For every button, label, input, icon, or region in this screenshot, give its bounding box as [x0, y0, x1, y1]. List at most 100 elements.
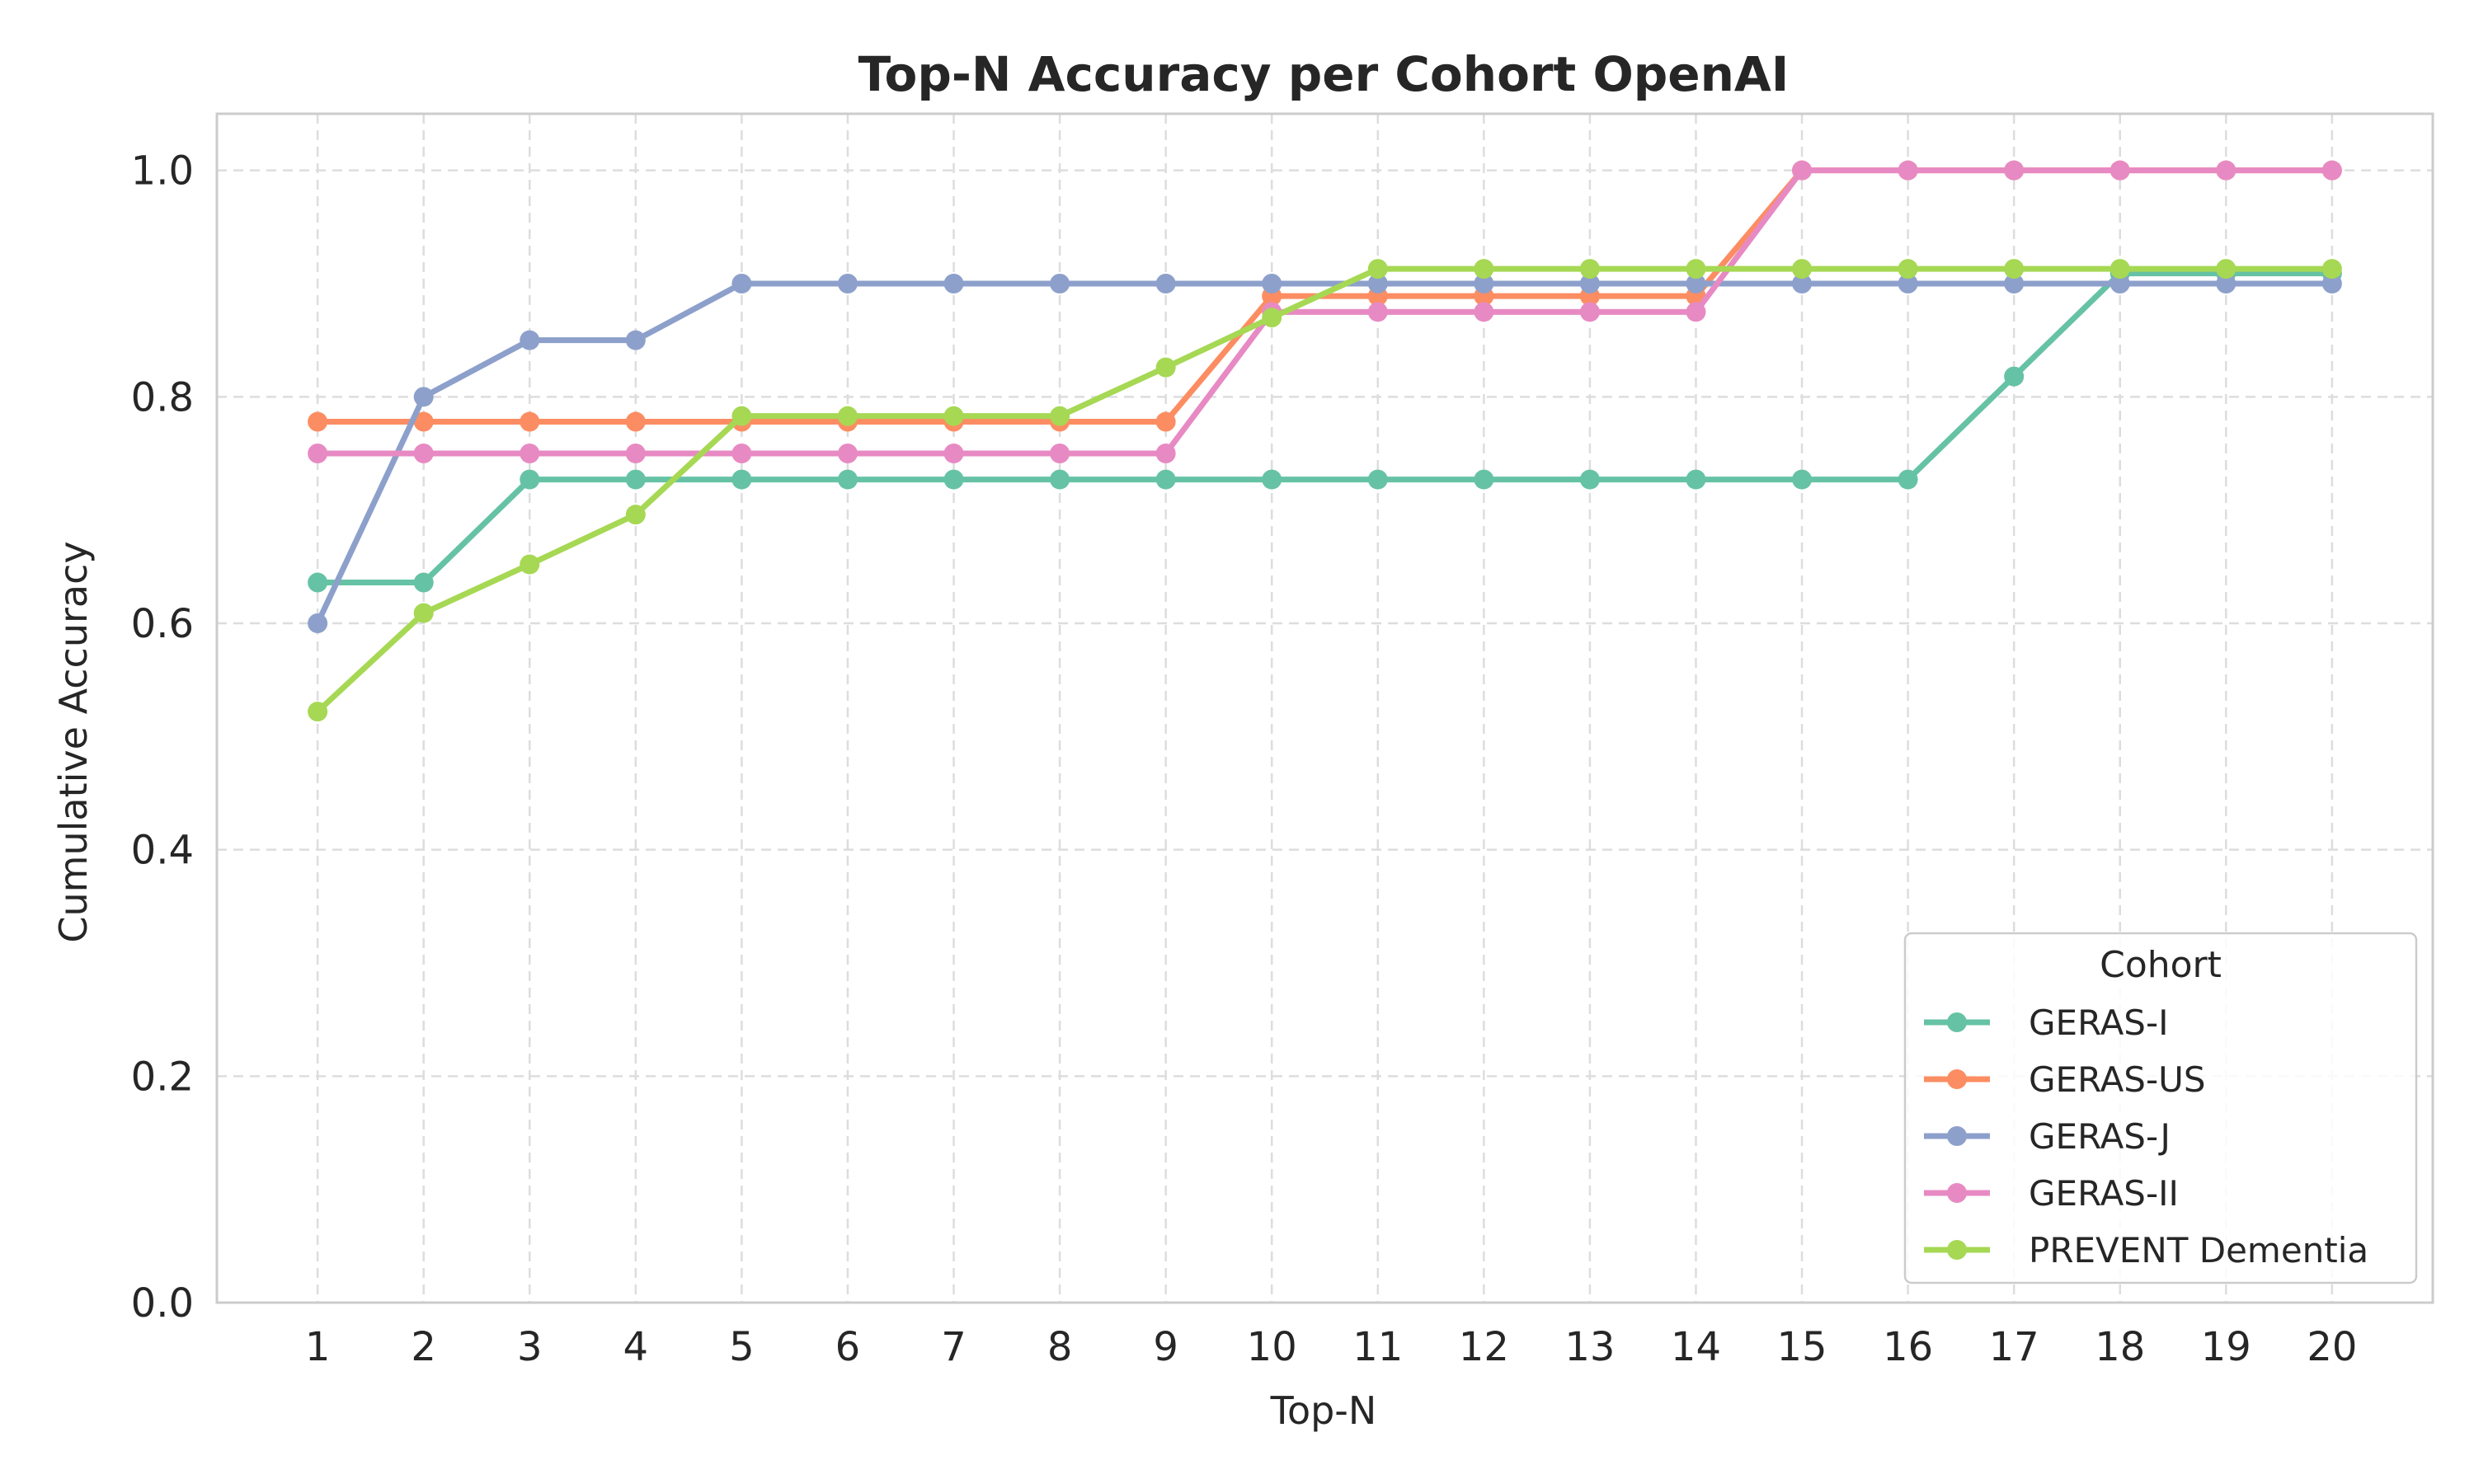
- data-point: [413, 411, 434, 432]
- legend-box: [1903, 932, 2418, 1284]
- data-point: [1474, 274, 1494, 294]
- x-tick-label: 20: [2307, 1324, 2357, 1370]
- data-point: [943, 406, 964, 426]
- data-point: [1686, 259, 1706, 279]
- data-point: [1792, 469, 1813, 490]
- x-tick-label: 4: [623, 1324, 649, 1370]
- x-axis-label: Top-N: [1270, 1388, 1377, 1433]
- legend-title: Cohort: [2100, 944, 2222, 986]
- x-tick-label: 1: [305, 1324, 331, 1370]
- data-point: [1262, 308, 1282, 328]
- data-point: [837, 469, 858, 490]
- x-tick-label: 11: [1352, 1324, 1403, 1370]
- x-tick-label: 17: [1989, 1324, 2039, 1370]
- data-point: [2321, 259, 2342, 279]
- data-point: [1792, 274, 1813, 294]
- legend-item: GERAS-II: [1924, 1173, 2179, 1214]
- data-point: [2109, 274, 2130, 294]
- x-tick-label: 8: [1047, 1324, 1073, 1370]
- data-point: [1155, 411, 1176, 432]
- series-prevent-dementia: [308, 259, 2342, 722]
- x-tick-label: 18: [2095, 1324, 2145, 1370]
- series-geras-j: [308, 274, 2342, 633]
- legend-label: PREVENT Dementia: [2029, 1230, 2368, 1270]
- data-point: [1686, 274, 1706, 294]
- legend-items: GERAS-I GERAS-US GERAS-J GERAS-II PREVENT De…: [1924, 1003, 2368, 1270]
- data-point: [2004, 366, 2025, 387]
- x-tick-label: 13: [1564, 1324, 1615, 1370]
- data-point: [520, 554, 540, 575]
- data-point: [1579, 302, 1600, 322]
- series-line: [314, 280, 2335, 627]
- x-tick-label: 6: [835, 1324, 861, 1370]
- legend-label: GERAS-J: [2029, 1116, 2171, 1157]
- x-tick-label: 15: [1777, 1324, 1827, 1370]
- data-point: [2004, 160, 2025, 181]
- y-tick-label: 0.4: [131, 828, 194, 874]
- x-tick-label: 7: [941, 1324, 967, 1370]
- data-point: [837, 274, 858, 294]
- x-tick-label: 19: [2201, 1324, 2251, 1370]
- data-point: [1367, 302, 1388, 322]
- data-point: [1792, 259, 1813, 279]
- x-tick-label: 10: [1247, 1324, 1297, 1370]
- data-point: [625, 330, 646, 350]
- legend-swatch-marker: [1947, 1183, 1967, 1203]
- data-point: [625, 444, 646, 463]
- y-axis-label: Cumulative Accuracy: [51, 541, 96, 942]
- data-point: [308, 613, 328, 633]
- x-tick-label: 9: [1153, 1324, 1178, 1370]
- data-point: [520, 411, 540, 432]
- series-line: [314, 270, 2335, 586]
- data-point: [1155, 469, 1176, 490]
- data-point: [625, 411, 646, 432]
- data-point: [1262, 469, 1282, 490]
- series-layer: [308, 160, 2342, 722]
- data-point: [943, 469, 964, 490]
- data-point: [1155, 274, 1176, 294]
- legend-swatch-marker: [1947, 1126, 1967, 1146]
- data-point: [2321, 160, 2342, 181]
- data-point: [1579, 469, 1600, 490]
- data-point: [520, 469, 540, 490]
- data-point: [1367, 469, 1388, 490]
- legend-item: GERAS-US: [1924, 1059, 2206, 1100]
- data-point: [2004, 274, 2025, 294]
- legend-item: GERAS-J: [1924, 1116, 2171, 1157]
- x-tick-label: 12: [1459, 1324, 1509, 1370]
- data-point: [943, 444, 964, 463]
- data-point: [1686, 302, 1706, 322]
- legend-item: PREVENT Dementia: [1924, 1230, 2368, 1270]
- data-point: [1898, 274, 1918, 294]
- data-point: [2216, 259, 2236, 279]
- tick-layer: 1 2 3 4 5 6 7 8 9 10 11 12 13 14 15 16 17 18 19 200.00.20.4…: [131, 148, 2358, 1370]
- legend: Cohort GERAS-I GERAS-US GERAS-J GERAS-II PRE…: [1903, 932, 2418, 1284]
- data-point: [520, 444, 540, 463]
- x-tick-label: 3: [517, 1324, 543, 1370]
- data-point: [413, 444, 434, 463]
- data-point: [1050, 274, 1070, 294]
- data-point: [1050, 406, 1070, 426]
- plot-frame: [215, 112, 2434, 1304]
- y-tick-label: 1.0: [131, 148, 194, 195]
- series-line: [314, 265, 2335, 715]
- data-point: [1050, 469, 1070, 490]
- data-point: [1792, 160, 1813, 181]
- x-tick-label: 14: [1671, 1324, 1721, 1370]
- data-point: [2216, 274, 2236, 294]
- data-point: [1474, 469, 1494, 490]
- data-point: [943, 274, 964, 294]
- data-point: [413, 603, 434, 623]
- y-tick-label: 0.8: [131, 374, 194, 420]
- data-point: [1898, 259, 1918, 279]
- data-point: [1367, 259, 1388, 279]
- data-point: [413, 387, 434, 407]
- data-point: [731, 469, 752, 490]
- data-point: [308, 444, 328, 463]
- legend-item: GERAS-I: [1924, 1003, 2169, 1043]
- data-point: [1474, 259, 1494, 279]
- data-point: [1474, 302, 1494, 322]
- legend-swatch-marker: [1947, 1240, 1967, 1260]
